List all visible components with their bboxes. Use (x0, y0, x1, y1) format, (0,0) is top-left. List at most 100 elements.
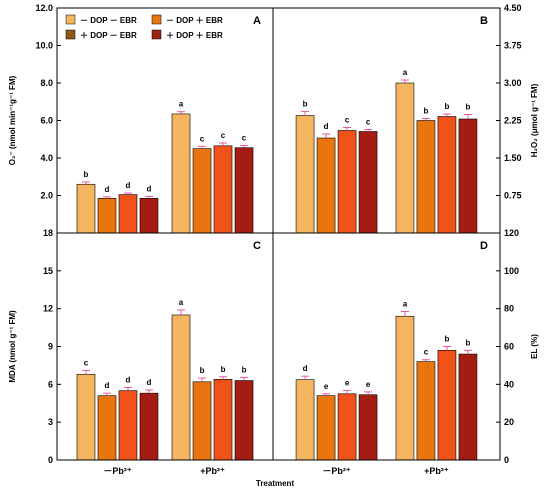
bar (295, 379, 315, 461)
bar (192, 148, 212, 234)
significance-letter: e (345, 378, 350, 387)
significance-letter: d (126, 181, 131, 190)
significance-letter: a (179, 298, 184, 307)
bar (139, 392, 159, 461)
y-axis-label: O₂⁻ (nmol min⁻¹g⁻¹ FM) (8, 75, 17, 165)
bar (416, 361, 436, 461)
panel-letter: A (253, 15, 261, 27)
y-tick-label: 20 (504, 417, 514, 427)
panel-c: 0 3 6 9 12 15 18 C MDA (nmol g⁻¹ FM) c d d d －Pb²⁺ a b b… (8, 228, 261, 476)
significance-letter: b (465, 338, 470, 347)
bar (97, 198, 117, 234)
panel-a: 2.0 4.0 6.0 8.0 10.0 12.0 A O₂⁻ (nmol min⁻¹g⁻¹ … (8, 3, 261, 234)
significance-letter: b (221, 365, 226, 374)
bar (118, 194, 138, 234)
y-tick-label: 6.0 (40, 116, 53, 126)
legend: － DOP － EBR － DOP ＋ EBR ＋ DOP － EBR ＋ DOP ＋… (65, 14, 223, 40)
figure-frame (56, 7, 501, 461)
panel-letter: C (253, 240, 261, 252)
legend-swatch (65, 29, 76, 40)
bar (458, 353, 478, 461)
y-axis-label: H₂O₂ (μmol g⁻¹ FM) (530, 83, 539, 157)
y-axis-label: MDA (nmol g⁻¹ FM) (8, 310, 17, 383)
y-tick-label: 9 (48, 342, 53, 352)
bar (437, 116, 457, 234)
significance-letter: c (424, 348, 429, 357)
significance-letter: a (179, 100, 184, 109)
significance-letter: c (221, 131, 226, 140)
legend-label: ＋ DOP － EBR (80, 31, 137, 40)
legend-swatch (65, 14, 76, 25)
significance-letter: b (303, 100, 308, 109)
bar (337, 393, 357, 461)
legend-swatch (151, 14, 162, 25)
bar (76, 373, 96, 461)
legend-label: － DOP － EBR (80, 16, 137, 25)
y-tick-label: 0 (504, 455, 509, 465)
bar (295, 115, 315, 234)
significance-letter: b (444, 335, 449, 344)
panel-letter: B (480, 15, 488, 27)
y-tick-label: 80 (504, 304, 514, 314)
y-tick-label: 2.25 (504, 116, 522, 126)
bar (316, 137, 336, 234)
significance-letter: d (324, 122, 329, 131)
category-label: －Pb²⁺ (103, 466, 131, 476)
bar (395, 82, 415, 234)
bar (76, 183, 96, 234)
bar (234, 380, 254, 461)
bar (171, 113, 191, 234)
y-tick-label: 0.75 (504, 191, 522, 201)
category-label: +Pb²⁺ (200, 466, 225, 476)
y-tick-label: 100 (504, 266, 519, 276)
legend-swatch (151, 29, 162, 40)
y-tick-label: 12 (43, 304, 53, 314)
x-axis-label: Treatment (256, 479, 295, 488)
y-tick-label: 10.0 (35, 41, 53, 51)
significance-letter: d (105, 381, 110, 390)
bar (316, 395, 336, 461)
significance-letter: d (147, 378, 152, 387)
bar (416, 120, 436, 234)
y-axis-label: EL (%) (530, 334, 539, 359)
bar (139, 198, 159, 234)
bar (97, 395, 117, 461)
y-tick-label: 3 (48, 417, 53, 427)
bar (437, 349, 457, 461)
significance-letter: c (84, 358, 89, 367)
significance-letter: d (105, 185, 110, 194)
y-tick-label: 40 (504, 379, 514, 389)
y-tick-label: 60 (504, 342, 514, 352)
bar (337, 130, 357, 234)
significance-letter: d (147, 184, 152, 193)
y-tick-label: 1.50 (504, 153, 522, 163)
significance-letter: d (126, 375, 131, 384)
y-tick-label: 4.0 (40, 153, 53, 163)
significance-letter: b (200, 366, 205, 375)
y-tick-label: 15 (43, 266, 53, 276)
bar (213, 378, 233, 461)
significance-letter: a (403, 300, 408, 309)
significance-letter: c (242, 133, 247, 142)
significance-letter: a (403, 68, 408, 77)
panel-letter: D (480, 240, 488, 252)
bar (171, 314, 191, 461)
significance-letter: b (423, 107, 428, 116)
panel-d: 0 20 40 60 80 100 120 D EL (%) d e e e －Pb²⁺ a c b b +Pb²⁺ (295, 228, 539, 476)
outer-frame (56, 7, 501, 461)
legend-label: ＋ DOP ＋ EBR (166, 31, 223, 40)
y-tick-label: 18 (43, 228, 53, 238)
y-tick-label: 120 (504, 228, 519, 238)
legend-label: － DOP ＋ EBR (166, 16, 223, 25)
bar (213, 145, 233, 234)
category-label: －Pb²⁺ (322, 466, 350, 476)
panels: 2.0 4.0 6.0 8.0 10.0 12.0 A O₂⁻ (nmol min⁻¹g⁻¹ … (8, 3, 539, 476)
bar (192, 381, 212, 461)
category-label: +Pb²⁺ (424, 466, 449, 476)
significance-letter: b (444, 102, 449, 111)
significance-letter: e (366, 380, 371, 389)
significance-letter: d (303, 364, 308, 373)
bar (358, 131, 378, 234)
y-tick-label: 6 (48, 379, 53, 389)
